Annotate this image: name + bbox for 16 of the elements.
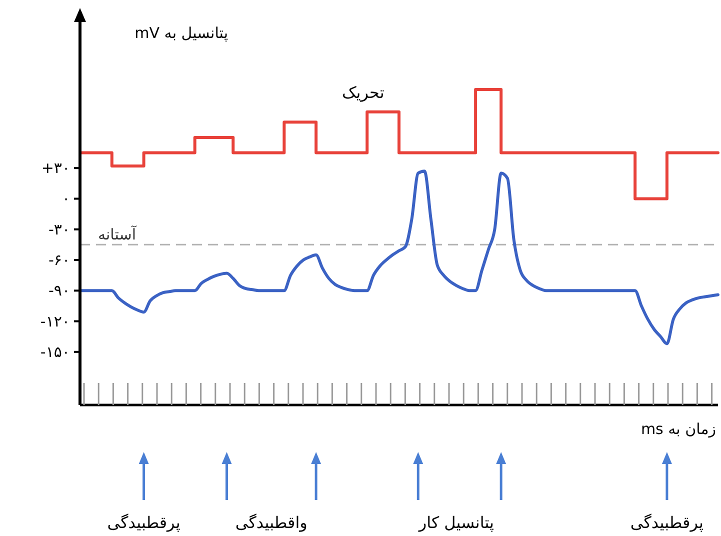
text: پرقطبیدگی: [630, 513, 704, 532]
y-tick-label: -۹۰: [48, 282, 70, 300]
text: پرقطبیدگی: [107, 513, 180, 532]
y-tick-label: +۳۰: [41, 159, 70, 178]
y-tick-label: -۶۰: [48, 250, 70, 269]
y-tick-label: -۱۵۰: [40, 342, 70, 361]
ref-line-label: آستانه: [98, 224, 137, 244]
y-axis-title: پتانسیل به mV: [134, 24, 228, 42]
text: پتانسیل کار: [418, 513, 494, 532]
y-tick-label: ۰: [62, 190, 70, 208]
annotation: تحریک: [342, 83, 384, 102]
text: واقطبیدگی: [235, 513, 308, 532]
y-tick-label: -۱۲۰: [40, 312, 70, 330]
x-axis-title: زمان به ms: [640, 420, 716, 438]
line-series: [78, 170, 720, 346]
y-tick-label: -۳۰: [48, 220, 70, 238]
